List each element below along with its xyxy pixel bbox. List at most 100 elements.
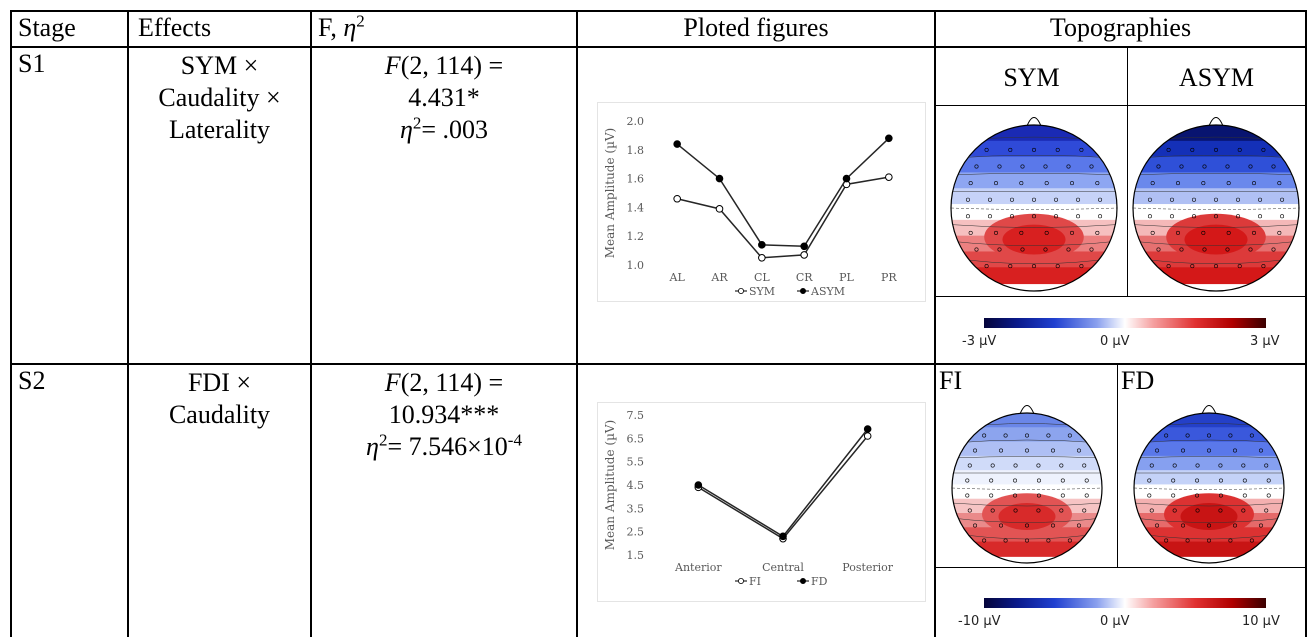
electrode [973, 523, 978, 528]
electrode [1032, 197, 1037, 202]
row2-eta-exponent: -4 [507, 430, 522, 450]
electrode [1089, 247, 1094, 252]
contour-line [1134, 502, 1284, 507]
contour-band [1134, 427, 1284, 443]
row2-stage: S2 [18, 366, 46, 395]
y-tick-label: 7.5 [627, 409, 645, 422]
contour-region [998, 503, 1056, 530]
electrode [1003, 433, 1008, 438]
data-point [885, 134, 893, 143]
data-point [758, 241, 766, 249]
colorbar-s1 [984, 318, 1266, 328]
topo2-colorbar-divider [936, 567, 1305, 568]
electrode [1207, 448, 1212, 453]
electrode [1150, 230, 1155, 235]
eta-symbol: η [343, 13, 357, 42]
table-top-border [10, 10, 1306, 12]
data-point [863, 425, 872, 433]
electrode [965, 478, 970, 483]
electrode [1195, 508, 1200, 513]
header-stage: Stage [18, 13, 76, 42]
electrode [1076, 523, 1081, 528]
electrode [1155, 523, 1160, 528]
electrode [982, 538, 987, 543]
electrode [1155, 448, 1160, 453]
contour-band [1133, 172, 1299, 190]
data-point [779, 532, 787, 541]
series-line [676, 176, 889, 259]
electrode [1179, 247, 1184, 252]
table-left-border [10, 10, 12, 637]
topo-divider [1127, 48, 1128, 296]
electrode [1242, 493, 1247, 498]
series-line [697, 435, 869, 540]
topo-label-fi: FI [939, 366, 963, 395]
contour-line [1134, 456, 1284, 459]
table-right-border [1305, 10, 1307, 637]
electrode [1066, 164, 1071, 169]
electrode [1089, 164, 1094, 169]
electrode [1013, 478, 1018, 483]
electrode [990, 463, 995, 468]
electrode [997, 247, 1002, 252]
topomap-asym [1128, 110, 1304, 299]
electrode [1020, 164, 1025, 169]
electrode [1147, 493, 1152, 498]
contour-band [1134, 455, 1284, 472]
electrode [1249, 538, 1254, 543]
electrode [967, 508, 972, 513]
row2-statistics: F(2, 114) = 10.934*** η2= 7.546×10-4 [312, 367, 576, 463]
electrode [999, 523, 1004, 528]
electrode [1214, 214, 1219, 219]
row-divider [10, 363, 1306, 365]
row1-effects-line2: Caudality × [158, 83, 281, 112]
electrode [1079, 147, 1084, 152]
electrode [1082, 508, 1087, 513]
data-point [673, 140, 681, 148]
electrode [1195, 463, 1200, 468]
electrode [1036, 493, 1041, 498]
topomap-fd [1121, 398, 1297, 571]
electrode [1070, 230, 1075, 235]
electrode [1025, 523, 1030, 528]
electrode [1218, 508, 1223, 513]
nose-marker [1026, 117, 1042, 127]
contour-band [1134, 470, 1284, 486]
electrode [1226, 181, 1231, 186]
electrode [1261, 264, 1266, 269]
electrode [1252, 230, 1257, 235]
row1-eta: η2= .003 [312, 114, 576, 146]
electrode [1225, 164, 1230, 169]
electrode [1032, 147, 1037, 152]
colorbar-s2-max: 10 µV [1242, 614, 1280, 629]
head-outline [1132, 124, 1300, 292]
y-tick-label: 1.0 [627, 259, 645, 272]
header-row-border [10, 46, 1306, 48]
electrode [1059, 463, 1064, 468]
electrode [1164, 538, 1169, 543]
electrode [1172, 508, 1177, 513]
row2-effects-line2: Caudality [168, 400, 271, 429]
electrode [1020, 247, 1025, 252]
electrode [993, 181, 998, 186]
electrode [1201, 181, 1206, 186]
electrode [1036, 463, 1041, 468]
contour-line [1133, 207, 1299, 210]
electrode [1050, 448, 1055, 453]
electrode [1236, 214, 1241, 219]
electrode [1271, 247, 1276, 252]
row2-f-test: F(2, 114) = [312, 367, 576, 399]
x-tick-label: PL [839, 271, 854, 284]
col-divider-effects [310, 10, 312, 637]
header-plotted-figures: Ploted figures [683, 13, 829, 42]
electrode [1003, 538, 1008, 543]
electrode [997, 164, 1002, 169]
contour-line [1133, 154, 1299, 159]
electrode [999, 448, 1004, 453]
contour-region [1180, 503, 1238, 530]
electrode [1171, 493, 1176, 498]
electrode [1241, 508, 1246, 513]
row1-f-value: 4.431* [408, 83, 480, 112]
topo-label-sym: SYM [1003, 63, 1060, 92]
electrode [1147, 214, 1152, 219]
